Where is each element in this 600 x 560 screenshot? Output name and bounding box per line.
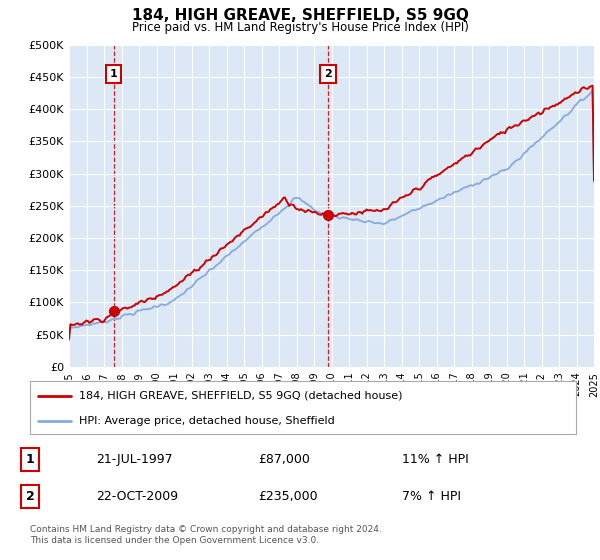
Text: 21-JUL-1997: 21-JUL-1997 [96,454,173,466]
Text: 2: 2 [26,490,34,503]
Text: 7% ↑ HPI: 7% ↑ HPI [402,490,461,503]
Text: 184, HIGH GREAVE, SHEFFIELD, S5 9GQ: 184, HIGH GREAVE, SHEFFIELD, S5 9GQ [131,8,469,24]
Text: £87,000: £87,000 [258,454,310,466]
Text: 1: 1 [26,454,34,466]
Text: 11% ↑ HPI: 11% ↑ HPI [402,454,469,466]
Text: 22-OCT-2009: 22-OCT-2009 [96,490,178,503]
Text: HPI: Average price, detached house, Sheffield: HPI: Average price, detached house, Shef… [79,416,335,426]
Text: 184, HIGH GREAVE, SHEFFIELD, S5 9GQ (detached house): 184, HIGH GREAVE, SHEFFIELD, S5 9GQ (det… [79,391,403,401]
Text: 2: 2 [324,69,332,79]
Text: Price paid vs. HM Land Registry's House Price Index (HPI): Price paid vs. HM Land Registry's House … [131,21,469,34]
Text: Contains HM Land Registry data © Crown copyright and database right 2024.
This d: Contains HM Land Registry data © Crown c… [30,525,382,545]
Text: £235,000: £235,000 [258,490,317,503]
Text: 1: 1 [110,69,118,79]
